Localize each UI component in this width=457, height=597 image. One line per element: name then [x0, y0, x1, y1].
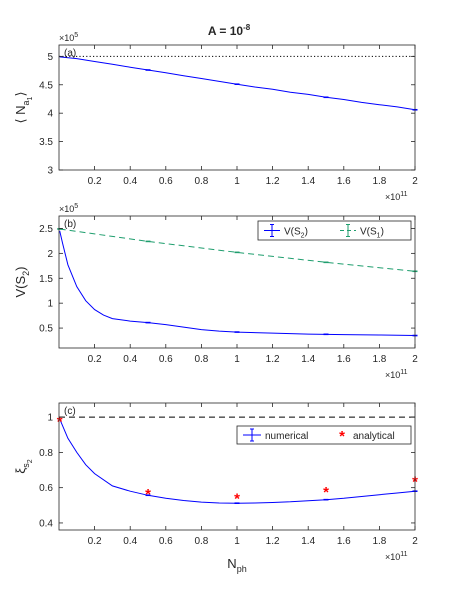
y-tick-label: 4.5 [39, 80, 53, 91]
x-tick-label: 1.6 [337, 536, 351, 547]
x-tick-label: 0.4 [123, 354, 137, 365]
y-tick-label: 1 [47, 413, 53, 424]
x-tick-label: 0.8 [194, 354, 208, 365]
x-tick-label: 1.8 [372, 176, 386, 187]
x-tick-label: 0.8 [194, 176, 208, 187]
y-tick-label: 0.4 [39, 518, 53, 529]
analytical-marker: * [323, 484, 329, 501]
y-multiplier: ×105 [59, 203, 78, 214]
x-tick-label: 1.4 [301, 354, 315, 365]
legend-label: V(S2) [284, 227, 308, 240]
analytical-marker: * [57, 414, 63, 431]
y-tick-label: 3 [47, 166, 53, 177]
x-multiplier: ×1011 [385, 369, 408, 380]
x-tick-label: 0.6 [159, 176, 173, 187]
legend-label: analytical [353, 431, 395, 442]
y-tick-label: 2.5 [39, 224, 53, 235]
x-tick-label: 1.4 [301, 176, 315, 187]
x-tick-label: 2 [412, 354, 418, 365]
legend-marker: * [339, 428, 345, 445]
y-tick-label: 2 [47, 249, 53, 260]
y-tick-label: 4 [47, 109, 53, 120]
analytical-marker: * [145, 486, 151, 503]
y-axis-label: ⟨ Na1⟩ [13, 91, 34, 123]
y-tick-label: 3.5 [39, 137, 53, 148]
x-tick-label: 0.2 [88, 176, 102, 187]
legend-box [257, 220, 412, 241]
x-tick-label: 2 [412, 176, 418, 187]
x-tick-label: 1 [234, 536, 240, 547]
x-tick-label: 0.4 [123, 176, 137, 187]
x-tick-label: 0.8 [194, 536, 208, 547]
legend-label: numerical [265, 431, 308, 442]
series-line-0 [59, 56, 416, 111]
x-multiplier: ×1011 [385, 191, 408, 202]
x-tick-label: 0.6 [159, 354, 173, 365]
legend-label: V(S1) [360, 227, 384, 240]
x-tick-label: 1.2 [266, 536, 280, 547]
x-tick-label: 1.2 [266, 354, 280, 365]
y-tick-label: 5 [47, 52, 53, 63]
axes-box [58, 44, 416, 171]
panel-label: (b) [64, 219, 76, 230]
x-tick-label: 1.2 [266, 176, 280, 187]
x-tick-label: 1.8 [372, 536, 386, 547]
series-line-0 [59, 230, 416, 336]
y-axis-label: ξs2 [13, 459, 34, 473]
x-tick-label: 1.6 [337, 176, 351, 187]
y-tick-label: 1.5 [39, 274, 53, 285]
y-tick-label: 1 [47, 299, 53, 310]
panel-label: (c) [64, 406, 76, 417]
x-tick-label: 0.2 [88, 536, 102, 547]
x-axis-label: Nph [227, 556, 246, 574]
panel-c: * * * * * 0.2 0.4 0.6 0.8 1 1.2 1.4 1.6 1.8 2 0.4 0.6 0.8… [13, 402, 418, 574]
x-tick-label: 1.4 [301, 536, 315, 547]
x-multiplier: ×1011 [385, 551, 408, 562]
x-tick-label: 1 [234, 354, 240, 365]
panel-label: (a) [64, 48, 76, 59]
x-tick-label: 0.6 [159, 536, 173, 547]
x-tick-label: 1.8 [372, 354, 386, 365]
panel-b: 0.2 0.4 0.6 0.8 1 1.2 1.4 1.6 1.8 2 0.5 1 1.5 2 2.5 ×10… [13, 203, 418, 380]
x-tick-label: 0.4 [123, 536, 137, 547]
x-tick-label: 1 [234, 176, 240, 187]
panel-a: 0.2 0.4 0.6 0.8 1 1.2 1.4 1.6 1.8 2 3 3.5 4 4.5 5 ×105 ×… [13, 32, 418, 202]
x-tick-label: 0.2 [88, 354, 102, 365]
axes-box [58, 402, 416, 531]
y-tick-label: 0.5 [39, 324, 53, 335]
figure-title: A = 10-8 [208, 23, 251, 38]
series-line-0 [59, 418, 416, 504]
y-axis-label: V(S2) [13, 266, 31, 297]
y-tick-label: 0.8 [39, 448, 53, 459]
y-multiplier: ×105 [59, 32, 78, 43]
y-tick-label: 0.6 [39, 483, 53, 494]
legend-box [236, 425, 412, 445]
analytical-marker: * [234, 490, 240, 507]
x-tick-label: 1.6 [337, 354, 351, 365]
x-tick-label: 2 [412, 536, 418, 547]
